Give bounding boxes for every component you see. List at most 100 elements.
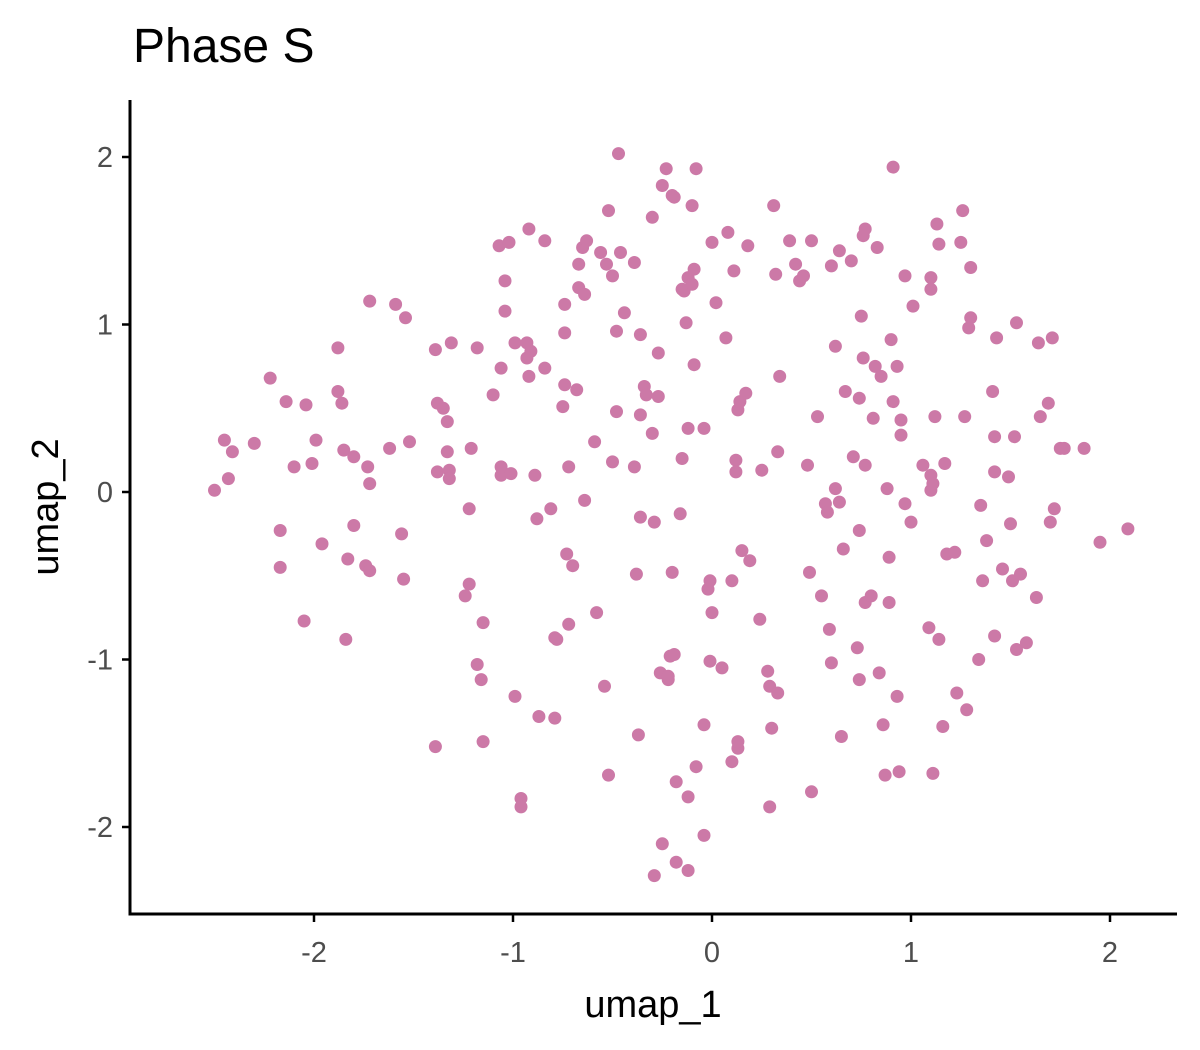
data-point bbox=[868, 359, 882, 373]
data-point bbox=[629, 567, 643, 581]
data-point bbox=[600, 257, 613, 271]
data-point bbox=[996, 562, 1009, 576]
data-point bbox=[508, 336, 522, 350]
data-point bbox=[667, 190, 681, 204]
data-point bbox=[389, 297, 403, 311]
data-point bbox=[824, 656, 838, 670]
data-point bbox=[898, 269, 912, 283]
data-point bbox=[689, 162, 703, 176]
data-point bbox=[659, 162, 673, 176]
data-point bbox=[767, 199, 781, 213]
data-point bbox=[492, 239, 506, 253]
data-point bbox=[705, 606, 719, 620]
data-point bbox=[363, 294, 377, 308]
data-point bbox=[305, 457, 319, 470]
data-point bbox=[805, 785, 818, 799]
chart-title: Phase S bbox=[133, 20, 314, 73]
data-point bbox=[309, 433, 323, 447]
data-point bbox=[606, 269, 619, 283]
data-point bbox=[588, 435, 602, 449]
data-point bbox=[962, 321, 976, 335]
data-point bbox=[926, 477, 940, 491]
data-point bbox=[633, 328, 647, 342]
data-point bbox=[494, 460, 508, 474]
data-point bbox=[315, 537, 329, 551]
data-point bbox=[735, 544, 749, 558]
data-point bbox=[430, 465, 444, 479]
data-point bbox=[948, 545, 962, 559]
data-point bbox=[673, 507, 687, 521]
data-point bbox=[498, 274, 512, 288]
data-point bbox=[852, 524, 866, 537]
data-point bbox=[498, 304, 512, 318]
data-point bbox=[428, 740, 442, 754]
data-point bbox=[395, 527, 409, 541]
data-point bbox=[631, 728, 645, 742]
data-point bbox=[838, 385, 852, 398]
data-point bbox=[932, 632, 946, 646]
data-point bbox=[544, 502, 558, 516]
data-point bbox=[669, 775, 683, 789]
y-tick-label: 2 bbox=[97, 142, 113, 174]
data-point bbox=[645, 426, 659, 440]
data-point bbox=[337, 443, 351, 457]
y-tick-label: 0 bbox=[97, 477, 113, 509]
data-point bbox=[548, 711, 562, 725]
data-point bbox=[647, 515, 661, 529]
data-point bbox=[697, 828, 711, 842]
data-points bbox=[208, 147, 1135, 883]
data-point bbox=[1029, 591, 1043, 604]
data-point bbox=[361, 460, 375, 474]
data-point bbox=[844, 254, 858, 268]
data-point bbox=[562, 460, 576, 474]
data-point bbox=[922, 621, 936, 635]
data-point bbox=[462, 502, 476, 516]
data-point bbox=[916, 458, 930, 472]
data-point bbox=[715, 661, 729, 675]
data-point bbox=[602, 768, 615, 782]
data-point bbox=[886, 160, 900, 174]
data-point bbox=[697, 718, 711, 732]
data-point bbox=[805, 234, 818, 248]
data-point bbox=[866, 411, 880, 425]
data-point bbox=[524, 344, 538, 358]
data-point bbox=[612, 147, 625, 161]
data-point bbox=[675, 452, 689, 465]
data-point bbox=[880, 482, 894, 496]
data-point bbox=[331, 385, 345, 398]
data-point bbox=[1031, 336, 1045, 350]
data-point bbox=[522, 369, 536, 383]
data-point bbox=[882, 550, 896, 564]
data-point bbox=[964, 311, 978, 325]
y-axis-title: umap_2 bbox=[25, 438, 67, 575]
data-point bbox=[572, 257, 586, 271]
data-point bbox=[956, 204, 970, 218]
data-point bbox=[721, 225, 735, 239]
data-point bbox=[924, 271, 938, 285]
data-point bbox=[558, 297, 572, 311]
data-point bbox=[550, 632, 564, 646]
data-point bbox=[279, 395, 293, 409]
data-point bbox=[627, 256, 641, 269]
data-point bbox=[703, 574, 717, 588]
data-point bbox=[884, 333, 898, 347]
x-tick-label: 0 bbox=[704, 937, 720, 969]
data-point bbox=[514, 800, 528, 814]
data-point bbox=[894, 428, 908, 442]
data-point bbox=[890, 689, 904, 703]
data-point bbox=[727, 264, 741, 278]
data-point bbox=[739, 386, 753, 400]
data-point bbox=[383, 441, 397, 455]
data-point bbox=[287, 460, 301, 474]
data-point bbox=[1047, 502, 1061, 516]
data-point bbox=[890, 359, 904, 373]
data-point bbox=[580, 234, 594, 248]
data-point bbox=[924, 282, 938, 296]
data-point bbox=[436, 401, 450, 415]
data-point bbox=[928, 410, 942, 424]
data-point bbox=[852, 391, 866, 405]
x-axis-title: umap_1 bbox=[584, 984, 721, 1026]
data-point bbox=[560, 547, 574, 561]
data-point bbox=[731, 735, 745, 749]
x-axis-ticks: -2 -1 0 1 2 bbox=[301, 914, 1118, 969]
